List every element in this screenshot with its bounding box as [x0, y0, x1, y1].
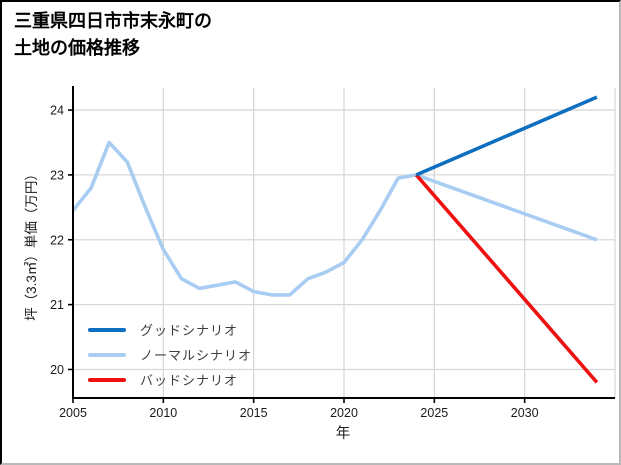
x-tick-label: 2015 — [240, 406, 268, 420]
y-tick-label: 21 — [50, 298, 64, 312]
legend-item-normal: ノーマルシナリオ — [88, 342, 252, 367]
x-tick-label: 2030 — [511, 406, 539, 420]
legend-item-good: グッドシナリオ — [88, 317, 252, 342]
x-tick-label: 2025 — [420, 406, 448, 420]
x-tick-label: 2005 — [59, 406, 87, 420]
page-title: 三重県四日市市末永町の 土地の価格推移 — [14, 8, 212, 62]
series-line-bad — [414, 173, 599, 384]
legend-label-bad: バッドシナリオ — [140, 373, 239, 388]
page-title-line1: 三重県四日市市末永町の — [14, 11, 212, 31]
bad-scenario-line-icon — [88, 377, 126, 382]
y-tick-label: 20 — [50, 363, 64, 377]
page-title-line2: 土地の価格推移 — [14, 38, 140, 58]
legend-item-bad: バッドシナリオ — [88, 367, 252, 392]
series-line-normal — [71, 140, 598, 297]
legend-label-good: グッドシナリオ — [140, 323, 239, 338]
y-tick-label: 23 — [50, 168, 64, 182]
y-tick-label: 24 — [50, 104, 64, 118]
x-tick-label: 2020 — [330, 406, 358, 420]
y-tick-label: 22 — [50, 233, 64, 247]
normal-scenario-line-icon — [88, 352, 126, 357]
x-tick-label: 2010 — [149, 406, 177, 420]
good-scenario-line-icon — [88, 327, 126, 332]
y-axis-label: 坪（3.3㎡）単価（万円） — [24, 167, 39, 321]
legend-label-normal: ノーマルシナリオ — [140, 348, 253, 363]
series-line-good — [415, 95, 598, 177]
x-axis-label: 年 — [335, 426, 351, 442]
chart-legend: グッドシナリオ ノーマルシナリオ バッドシナリオ — [88, 317, 252, 392]
